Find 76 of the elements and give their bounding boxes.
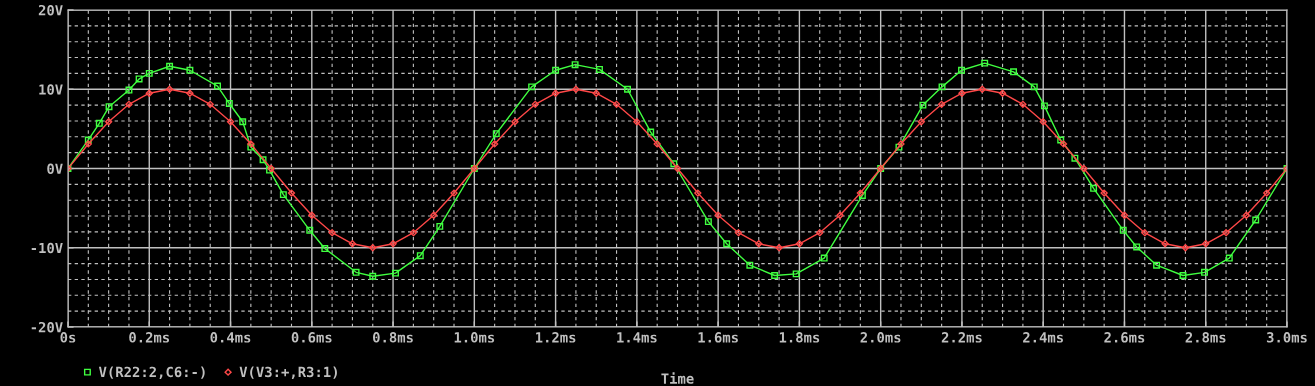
point — [1119, 226, 1127, 234]
point — [352, 268, 360, 276]
y-tick-label: -10V — [31, 242, 63, 254]
point — [1179, 272, 1187, 279]
y-tick-label: -20V — [31, 321, 63, 333]
point — [1040, 102, 1048, 110]
point — [186, 66, 194, 74]
point — [1153, 261, 1161, 269]
point — [746, 261, 754, 269]
point — [239, 118, 247, 126]
point — [938, 83, 946, 91]
x-tick-label: 2.6ms — [1104, 332, 1145, 343]
x-tick-label: 0s — [60, 332, 76, 343]
point — [820, 254, 828, 262]
x-tick-label: 0.4ms — [210, 332, 251, 343]
point — [792, 270, 800, 278]
point — [596, 65, 603, 73]
point — [369, 272, 377, 280]
point — [1201, 268, 1208, 276]
x-tick-label: 3.0ms — [1266, 332, 1307, 343]
x-tick-label: 1.6ms — [698, 332, 738, 343]
point — [135, 75, 143, 83]
point — [492, 130, 500, 138]
point — [704, 218, 712, 226]
point — [416, 252, 424, 260]
point — [225, 100, 233, 107]
point — [1057, 136, 1065, 144]
y-tick-label: 0V — [47, 163, 63, 174]
point — [1252, 216, 1260, 224]
point — [436, 222, 444, 230]
point — [552, 66, 560, 74]
point — [670, 160, 678, 168]
point — [771, 272, 779, 279]
point — [981, 59, 989, 67]
point — [958, 66, 965, 74]
x-tick-label: 0.8ms — [373, 332, 413, 343]
x-tick-label: 1.4ms — [617, 332, 657, 343]
point — [1225, 254, 1233, 262]
point — [84, 136, 92, 144]
x-tick-label: 0.6ms — [291, 332, 332, 343]
point — [105, 103, 113, 111]
point — [1133, 243, 1141, 251]
point — [1010, 68, 1018, 76]
x-tick-label: 1.2ms — [535, 332, 576, 343]
line-series — [68, 59, 1287, 280]
point — [571, 61, 579, 69]
point — [392, 269, 399, 277]
y-tick-label: 10V — [39, 84, 63, 95]
legend-label: V(R22:2,C6:-) — [98, 366, 205, 379]
point — [321, 245, 329, 253]
point — [259, 156, 267, 164]
point — [306, 226, 314, 234]
x-tick-label: 2.0ms — [860, 332, 901, 343]
x-tick-label: 1.8ms — [779, 332, 820, 343]
x-tick-label: 2.8ms — [1185, 332, 1226, 343]
point — [166, 62, 174, 70]
point — [723, 240, 731, 248]
x-tick-label: 2.4ms — [1023, 332, 1063, 343]
legend-label: V(V3:+,R3:1) — [239, 366, 337, 379]
x-tick-label: 1.0ms — [454, 332, 495, 343]
point — [214, 82, 222, 90]
point — [95, 119, 103, 127]
point — [145, 69, 153, 77]
x-axis-title: Time — [661, 372, 694, 384]
point — [1030, 83, 1038, 91]
point — [125, 86, 133, 94]
point — [279, 191, 287, 199]
y-tick-label: 20V — [38, 4, 63, 16]
point — [528, 83, 536, 91]
point — [647, 128, 655, 136]
point — [1090, 184, 1098, 192]
x-tick-label: 2.2ms — [941, 332, 982, 343]
x-tick-label: 0.2ms — [129, 332, 170, 343]
point — [624, 85, 631, 93]
point — [919, 101, 927, 109]
point — [1071, 154, 1079, 162]
